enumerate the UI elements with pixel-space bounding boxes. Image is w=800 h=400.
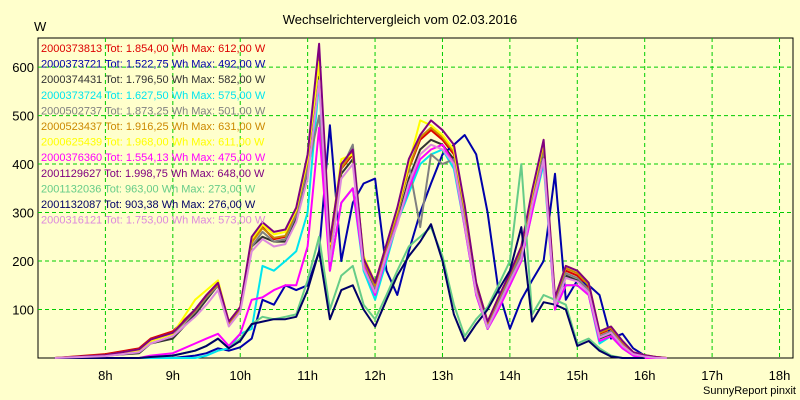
legend-entry-2001132036: 2001132036 Tot: 963,00 Wh Max: 273,00 W	[41, 183, 256, 195]
x-tick-label: 12h	[364, 368, 386, 383]
legend-entry-2000374431: 2000374431 Tot: 1.796,50 Wh Max: 582,00 …	[41, 74, 266, 86]
y-tick-label: 300	[12, 206, 34, 221]
x-tick-label: 18h	[769, 368, 791, 383]
y-tick-label: 600	[12, 60, 34, 75]
series-line-2001129627	[54, 42, 667, 359]
legend-entry-2000523437: 2000523437 Tot: 1.916,25 Wh Max: 631,00 …	[41, 121, 266, 133]
legend-entry-2000373724: 2000373724 Tot: 1.627,50 Wh Max: 575,00 …	[41, 90, 266, 102]
series-line-2001132087	[54, 223, 645, 359]
x-tick-label: 10h	[229, 368, 251, 383]
x-tick-label: 13h	[432, 368, 454, 383]
y-tick-label: 100	[12, 303, 34, 318]
x-tick-label: 14h	[499, 368, 521, 383]
y-axis-ticks: 100 200 300 400 500 600	[12, 60, 34, 317]
series-lines	[54, 42, 667, 359]
legend: 2000373813 Tot: 1.854,00 Wh Max: 612,00 …	[41, 43, 266, 227]
x-tick-label: 11h	[297, 368, 318, 383]
legend-entry-2000502737: 2000502737 Tot: 1.873,25 Wh Max: 501,00 …	[41, 105, 266, 117]
legend-entry-2000316121: 2000316121 Tot: 1.753,00 Wh Max: 573,00 …	[41, 215, 266, 227]
x-tick-label: 17h	[701, 368, 723, 383]
y-tick-label: 500	[12, 109, 34, 124]
legend-entry-2001132087: 2001132087 Tot: 903,38 Wh Max: 276,00 W	[41, 199, 256, 211]
legend-entry-2000625439: 2000625439 Tot: 1.968,00 Wh Max: 611,00 …	[41, 137, 265, 149]
x-tick-label: 9h	[166, 368, 180, 383]
legend-entry-2000373721: 2000373721 Tot: 1.522,75 Wh Max: 492,00 …	[41, 59, 266, 71]
chart-title: Wechselrichtervergleich vom 02.03.2016	[283, 12, 518, 27]
legend-entry-2000376360: 2000376360 Tot: 1.554,13 Wh Max: 475,00 …	[41, 152, 266, 164]
x-tick-label: 15h	[566, 368, 588, 383]
legend-entry-2000373813: 2000373813 Tot: 1.854,00 Wh Max: 612,00 …	[41, 43, 266, 55]
series-line-2000316121	[54, 79, 667, 359]
credit-text: SunnyReport pinxit	[703, 385, 796, 397]
legend-entry-2001129627: 2001129627 Tot: 1.998,75 Wh Max: 648,00 …	[41, 168, 265, 180]
x-tick-label: 8h	[98, 368, 112, 383]
y-tick-label: 400	[12, 157, 34, 172]
y-tick-label: 200	[12, 254, 34, 269]
y-axis-label: W	[34, 19, 47, 34]
x-axis-ticks: 8h 9h 10h 11h 12h 13h 14h 15h 16h 17h 18h	[98, 368, 790, 383]
x-tick-label: 16h	[634, 368, 656, 383]
